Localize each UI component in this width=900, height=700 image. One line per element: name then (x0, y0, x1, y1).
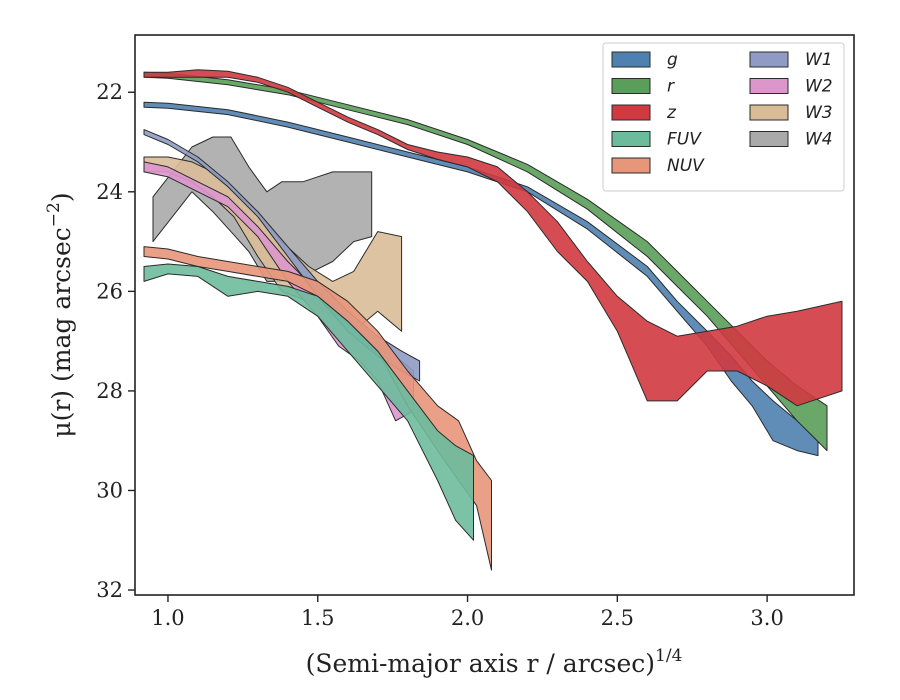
y-tick-label: 28 (96, 379, 123, 403)
legend-label-w2: W2 (805, 77, 833, 97)
legend-swatch-w2 (749, 78, 789, 94)
legend-label-w1: W1 (805, 50, 833, 70)
legend-swatch-z (611, 104, 651, 121)
band-z (143, 69, 843, 407)
y-tick-label: 26 (96, 279, 123, 303)
x-tick-label: 2.5 (601, 606, 634, 630)
y-tick-label: 24 (96, 180, 123, 204)
legend-swatch-nuv (611, 157, 651, 174)
legend: grz FUV NUV W1 W2 W3 W4 (602, 42, 845, 192)
y-axis-label: μ(r) (mag arcsec−2) (44, 192, 76, 437)
x-tick-label: 1.5 (301, 606, 334, 630)
legend-label-fuv: FUV (667, 130, 702, 150)
legend-swatch-r (611, 78, 651, 94)
legend-swatch-g (611, 51, 651, 68)
y-axis-ticks: 22 24 26 28 30 32 (96, 80, 135, 602)
legend-label-g: g (667, 50, 678, 70)
plot-frame (134, 34, 855, 596)
band-fuv (143, 263, 474, 541)
legend-swatch-w3 (749, 104, 789, 121)
legend-label-nuv: NUV (667, 156, 705, 176)
y-tick-label: 32 (96, 578, 123, 602)
x-axis-ticks: 1.0 1.5 2.0 2.5 3.0 (151, 595, 784, 630)
legend-label-w4: W4 (805, 130, 833, 150)
band-r (143, 71, 828, 452)
legend-label-z: z (666, 103, 677, 123)
legend-label-r: r (667, 77, 675, 97)
band-nuv (143, 246, 492, 571)
x-tick-label: 2.0 (451, 606, 484, 630)
x-axis-label: (Semi-major axis r / arcsec)1/4 (306, 646, 683, 678)
legend-swatch-w4 (749, 131, 789, 147)
y-tick-label: 22 (96, 80, 123, 104)
legend-label-w3: W3 (805, 103, 833, 123)
plot-bands (143, 69, 843, 571)
legend-swatch-fuv (611, 131, 651, 147)
legend-swatch-w1 (749, 51, 789, 68)
x-tick-label: 3.0 (750, 606, 783, 630)
x-tick-label: 1.0 (151, 606, 184, 630)
y-tick-label: 30 (96, 478, 123, 502)
